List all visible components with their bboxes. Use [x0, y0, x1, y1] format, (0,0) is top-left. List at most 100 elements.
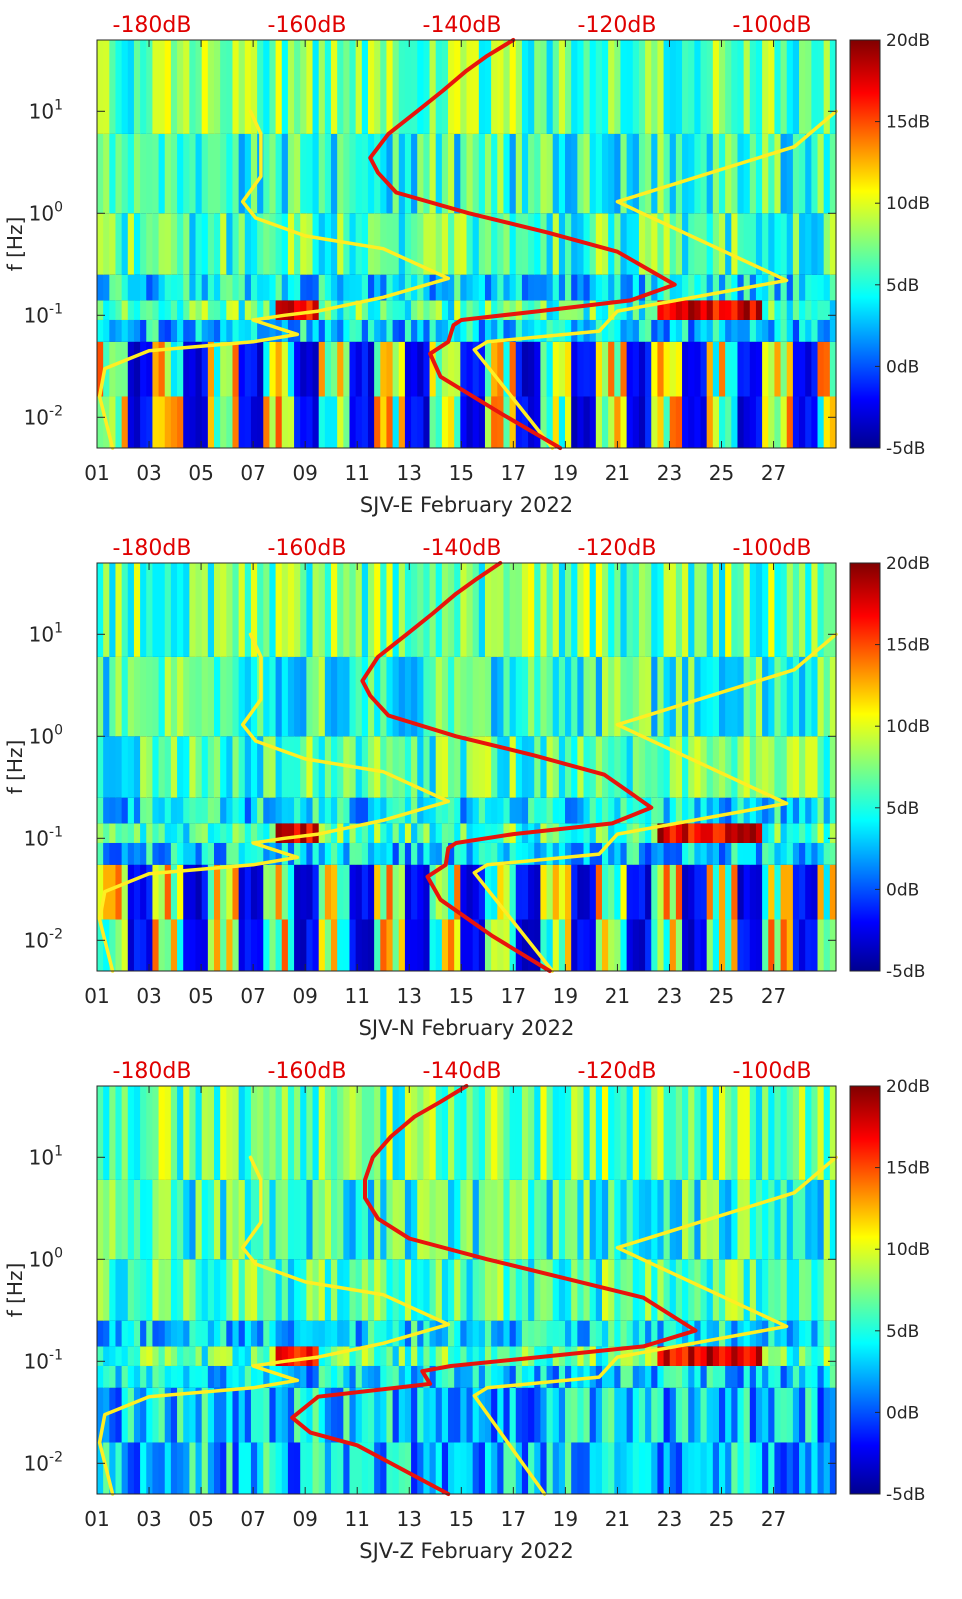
- heatmap-cell: [429, 396, 437, 448]
- heatmap-cell: [250, 656, 258, 737]
- heatmap-cell: [657, 563, 665, 657]
- heatmap-cell: [220, 341, 227, 397]
- heatmap-cell: [657, 1179, 665, 1260]
- heatmap-cell: [620, 1365, 628, 1388]
- heatmap-cell: [823, 341, 831, 397]
- heatmap-cell: [177, 319, 184, 342]
- heatmap-cell: [250, 1346, 258, 1366]
- heatmap-cell: [281, 1320, 289, 1347]
- heatmap-cell: [115, 563, 123, 657]
- heatmap-cell: [374, 396, 381, 448]
- heatmap-cell: [109, 1365, 117, 1388]
- heatmap-cell: [349, 40, 357, 134]
- top-db-label: -140dB: [423, 13, 502, 38]
- heatmap-cell: [244, 736, 252, 798]
- heatmap-cell: [380, 319, 388, 342]
- heatmap-cell: [515, 1086, 523, 1180]
- heatmap-cell: [805, 864, 812, 920]
- heatmap-cell: [521, 1086, 529, 1180]
- heatmap-cell: [238, 1179, 246, 1260]
- heatmap-cell: [675, 300, 683, 320]
- heatmap-cell: [337, 1365, 344, 1388]
- heatmap-cell: [121, 823, 129, 843]
- heatmap-cell: [823, 1387, 831, 1443]
- heatmap-cell: [503, 563, 511, 657]
- heatmap-cell: [374, 797, 381, 824]
- heatmap-cell: [189, 919, 197, 971]
- heatmap-cell: [429, 1442, 437, 1494]
- heatmap-cell: [638, 396, 646, 448]
- heatmap-cell: [361, 1442, 369, 1494]
- heatmap-cell: [97, 133, 104, 214]
- heatmap-cell: [589, 1442, 597, 1494]
- heatmap-cell: [601, 341, 609, 397]
- heatmap-cell: [811, 1320, 819, 1347]
- heatmap-cell: [632, 133, 640, 214]
- heatmap-cell: [484, 656, 492, 737]
- heatmap-cell: [226, 1320, 234, 1347]
- heatmap-cell: [478, 40, 486, 134]
- heatmap-cell: [632, 1086, 640, 1180]
- heatmap-cell: [109, 133, 117, 214]
- heatmap-cell: [158, 1365, 166, 1388]
- heatmap-cell: [183, 319, 190, 342]
- heatmap-cell: [121, 319, 129, 342]
- heatmap-cell: [811, 300, 819, 320]
- heatmap-cell: [263, 919, 271, 971]
- heatmap-cell: [207, 823, 215, 843]
- heatmap-cell: [706, 864, 714, 920]
- heatmap-cell: [620, 797, 628, 824]
- heatmap-cell: [294, 1365, 301, 1388]
- heatmap-cell: [799, 133, 806, 214]
- heatmap-cell: [546, 213, 554, 275]
- heatmap-cell: [121, 396, 129, 448]
- heatmap-cell: [601, 736, 609, 798]
- heatmap-cell: [595, 736, 603, 798]
- heatmap-cell: [614, 736, 622, 798]
- heatmap-cell: [811, 133, 819, 214]
- heatmap-cell: [577, 563, 585, 657]
- heatmap-cell: [466, 563, 474, 657]
- heatmap-cell: [540, 1259, 548, 1321]
- heatmap-cell: [466, 1259, 474, 1321]
- heatmap-cell: [786, 1086, 794, 1180]
- heatmap-cell: [774, 1346, 782, 1366]
- heatmap-cell: [140, 1259, 147, 1321]
- heatmap-cell: [472, 823, 480, 843]
- heatmap-cell: [774, 864, 782, 920]
- heatmap-cell: [392, 563, 400, 657]
- heatmap-cell: [614, 133, 622, 214]
- heatmap-cell: [398, 1179, 406, 1260]
- heatmap-cell: [509, 919, 517, 971]
- heatmap-cell: [177, 797, 184, 824]
- heatmap-cell: [509, 319, 517, 342]
- heatmap-cell: [133, 1179, 141, 1260]
- heatmap-cell: [799, 1346, 806, 1366]
- heatmap-cell: [109, 1086, 117, 1180]
- heatmap-cell: [232, 823, 240, 843]
- heatmap-cell: [294, 341, 301, 397]
- heatmap-cell: [97, 842, 104, 865]
- heatmap-cell: [577, 1320, 585, 1347]
- heatmap-cell: [478, 300, 486, 320]
- top-db-label: -140dB: [423, 1059, 502, 1084]
- heatmap-cell: [805, 319, 812, 342]
- heatmap-cell: [805, 797, 812, 824]
- heatmap-cell: [152, 1346, 160, 1366]
- heatmap-cell: [398, 133, 406, 214]
- heatmap-cell: [337, 823, 344, 843]
- heatmap-cell: [768, 919, 776, 971]
- x-axis-label: SJV-Z February 2022: [359, 1539, 573, 1563]
- heatmap-cell: [509, 1259, 517, 1321]
- heatmap-cell: [811, 1086, 819, 1180]
- heatmap-cell: [232, 341, 240, 397]
- heatmap-cell: [429, 274, 437, 301]
- heatmap-cell: [164, 319, 172, 342]
- heatmap-cell: [577, 341, 585, 397]
- heatmap-cell: [786, 797, 794, 824]
- heatmap-cell: [577, 797, 585, 824]
- heatmap-cell: [127, 319, 135, 342]
- heatmap-cell: [207, 864, 215, 920]
- heatmap-cell: [201, 736, 209, 798]
- heatmap-cell: [386, 1365, 394, 1388]
